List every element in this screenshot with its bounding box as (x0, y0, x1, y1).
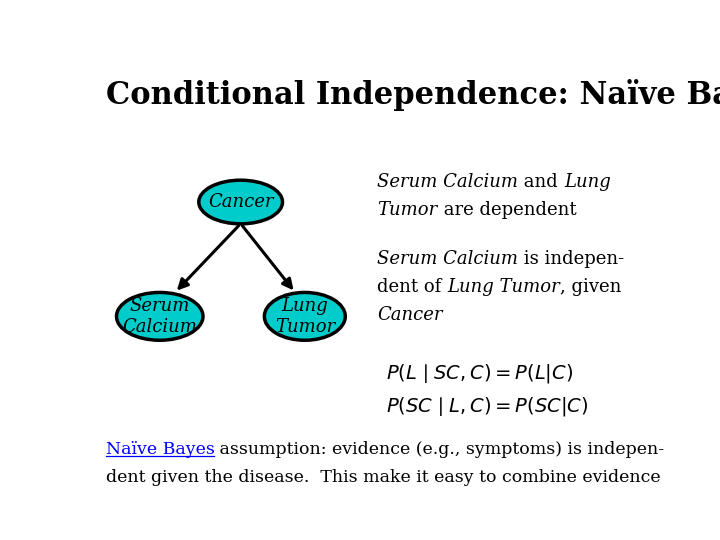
Text: Cancer: Cancer (377, 306, 443, 325)
Text: dent of: dent of (377, 278, 447, 296)
Ellipse shape (264, 293, 346, 340)
Text: is indepen-: is indepen- (518, 250, 624, 268)
Ellipse shape (117, 293, 203, 340)
Text: Conditional Independence: Naïve Bayes: Conditional Independence: Naïve Bayes (106, 79, 720, 111)
Ellipse shape (199, 180, 282, 224)
Text: Lung Tumor: Lung Tumor (447, 278, 560, 296)
Text: $P(L \mid SC, C) = P(L|C)$: $P(L \mid SC, C) = P(L|C)$ (386, 362, 573, 385)
Text: Cancer: Cancer (208, 193, 274, 211)
Text: $P(SC \mid L, C) = P(SC|C)$: $P(SC \mid L, C) = P(SC|C)$ (386, 395, 588, 418)
Text: Naïve Bayes: Naïve Bayes (106, 441, 215, 458)
Text: are dependent: are dependent (438, 201, 576, 219)
Text: dent given the disease.  This make it easy to combine evidence: dent given the disease. This make it eas… (106, 469, 660, 487)
Text: Tumor: Tumor (377, 201, 438, 219)
Text: Serum
Calcium: Serum Calcium (122, 297, 197, 336)
Text: Lung: Lung (564, 173, 611, 191)
Text: assumption: evidence (e.g., symptoms) is indepen-: assumption: evidence (e.g., symptoms) is… (215, 441, 665, 458)
Text: Serum Calcium: Serum Calcium (377, 173, 518, 191)
Text: , given: , given (560, 278, 621, 296)
Text: and: and (518, 173, 564, 191)
Text: Lung
Tumor: Lung Tumor (275, 297, 335, 336)
Text: Serum Calcium: Serum Calcium (377, 250, 518, 268)
